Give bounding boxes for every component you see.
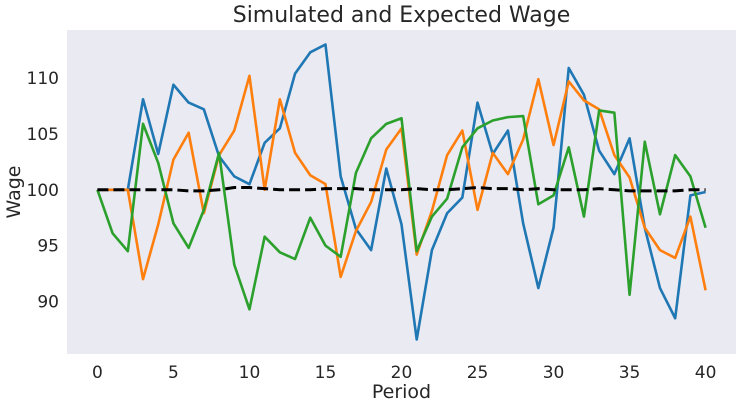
plot-area: [67, 30, 736, 354]
x-tick-label: 5: [168, 363, 179, 383]
series-line-1: [97, 43, 706, 341]
y-tick-labels: 90 95 100 105 110: [27, 69, 59, 312]
x-tick-label: 25: [467, 363, 489, 383]
series-line-3: [96, 109, 707, 311]
y-tick-label: 105: [27, 125, 59, 145]
x-tick-label: 35: [619, 363, 641, 383]
x-tick-label: 0: [92, 363, 103, 383]
y-tick-label: 110: [27, 69, 59, 89]
x-tick-labels: 0 5 10 15 20 25 30 35 40: [92, 363, 716, 383]
y-tick-label: 100: [27, 181, 59, 201]
x-axis-label: Period: [372, 381, 431, 403]
chart-title: Simulated and Expected Wage: [233, 3, 571, 28]
x-tick-label: 15: [315, 363, 337, 383]
y-axis-label: Wage: [3, 166, 25, 219]
x-tick-label: 20: [391, 363, 413, 383]
x-tick-label: 30: [543, 363, 565, 383]
y-tick-label: 90: [37, 292, 59, 312]
x-tick-label: 40: [695, 363, 717, 383]
x-tick-label: 10: [239, 363, 261, 383]
series-lines: [96, 43, 707, 341]
series-line-4: [97, 186, 706, 193]
y-tick-label: 95: [37, 237, 59, 257]
